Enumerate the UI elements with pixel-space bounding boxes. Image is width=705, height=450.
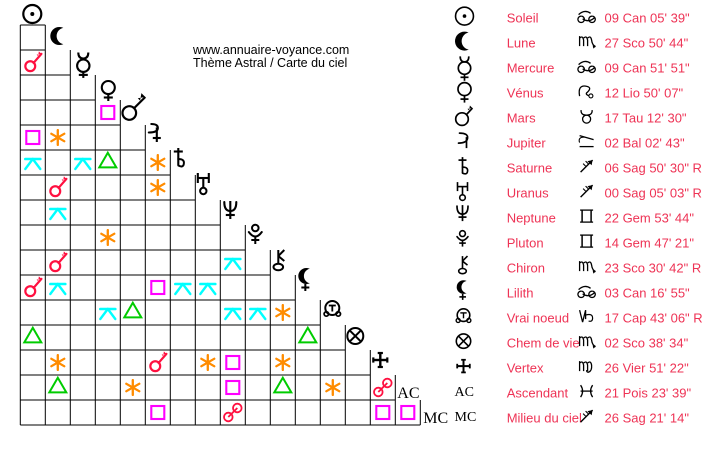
svg-text:Chiron: Chiron xyxy=(507,261,545,276)
svg-text:09 Can 05' 39": 09 Can 05' 39" xyxy=(605,11,691,26)
svg-text:Lune: Lune xyxy=(507,36,536,51)
svg-text:26 Vier 51' 22": 26 Vier 51' 22" xyxy=(605,361,690,376)
svg-text:09 Can 51' 51": 09 Can 51' 51" xyxy=(605,61,691,76)
svg-text:Mercure: Mercure xyxy=(507,61,555,76)
svg-text:Jupiter: Jupiter xyxy=(507,136,547,151)
svg-text:Ascendant: Ascendant xyxy=(507,386,569,401)
svg-text:Uranus: Uranus xyxy=(507,186,549,201)
svg-text:14 Gem 47' 21": 14 Gem 47' 21" xyxy=(605,236,695,251)
svg-text:Milieu du ciel: Milieu du ciel xyxy=(507,411,582,426)
svg-text:AC: AC xyxy=(397,385,419,402)
svg-text:00 Sag 05' 03" R: 00 Sag 05' 03" R xyxy=(605,186,702,201)
svg-text:22 Gem 53' 44": 22 Gem 53' 44" xyxy=(605,211,695,226)
svg-text:MC: MC xyxy=(455,410,477,425)
svg-text:Saturne: Saturne xyxy=(507,161,553,176)
svg-text:Soleil: Soleil xyxy=(507,11,539,26)
svg-text:27 Sco 50' 44": 27 Sco 50' 44" xyxy=(605,36,689,51)
svg-text:Vénus: Vénus xyxy=(507,86,544,101)
svg-text:02 Sco 38' 34": 02 Sco 38' 34" xyxy=(605,336,689,351)
svg-text:12 Lio 50' 07": 12 Lio 50' 07" xyxy=(605,86,684,101)
svg-text:06 Sag 50' 30" R: 06 Sag 50' 30" R xyxy=(605,161,702,176)
svg-text:Pluton: Pluton xyxy=(507,236,544,251)
svg-text:Lilith: Lilith xyxy=(507,286,534,301)
svg-text:03 Can 16' 55": 03 Can 16' 55" xyxy=(605,286,691,301)
svg-text:AC: AC xyxy=(455,385,474,400)
svg-text:26 Sag 21' 14": 26 Sag 21' 14" xyxy=(605,411,690,426)
svg-text:17 Tau 12' 30": 17 Tau 12' 30" xyxy=(605,111,687,126)
svg-text:Vertex: Vertex xyxy=(507,361,544,376)
svg-text:23 Sco 30' 42" R: 23 Sco 30' 42" R xyxy=(605,261,702,276)
svg-text:02 Bal 02' 43": 02 Bal 02' 43" xyxy=(605,136,685,151)
svg-text:Mars: Mars xyxy=(507,111,536,126)
svg-text:17 Cap 43' 06" R: 17 Cap 43' 06" R xyxy=(605,311,703,326)
svg-text:Chem de vie: Chem de vie xyxy=(507,336,580,351)
svg-text:Neptune: Neptune xyxy=(507,211,556,226)
svg-text:21 Pois 23' 39": 21 Pois 23' 39" xyxy=(605,386,692,401)
svg-text:Vrai noeud: Vrai noeud xyxy=(507,311,569,326)
